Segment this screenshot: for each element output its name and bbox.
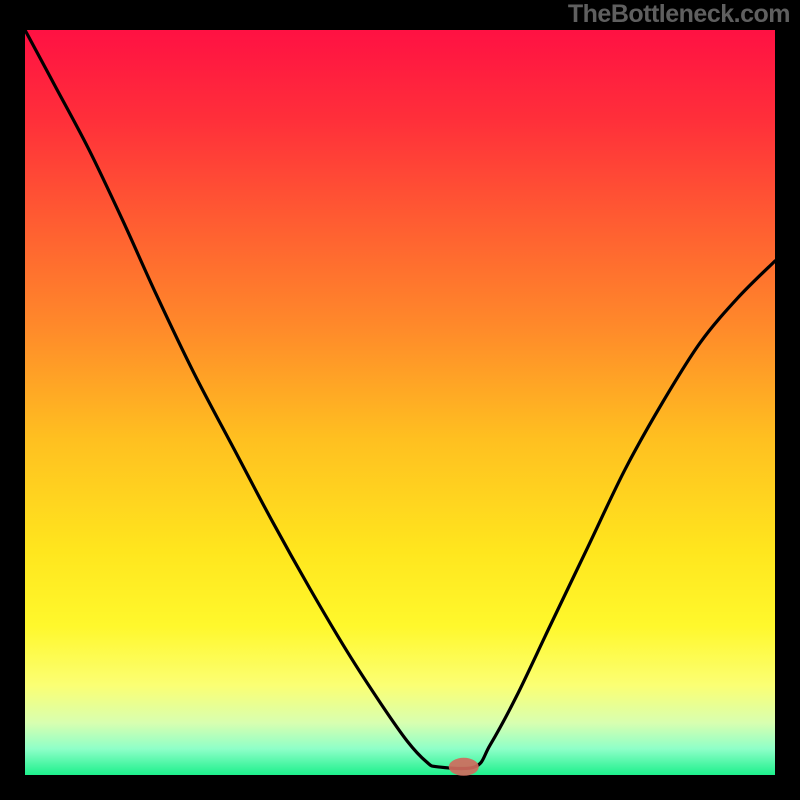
chart-stage: TheBottleneck.com (0, 0, 800, 800)
bottleneck-curve-chart (0, 0, 800, 800)
optimal-marker (449, 758, 479, 776)
watermark-text: TheBottleneck.com (568, 0, 790, 29)
